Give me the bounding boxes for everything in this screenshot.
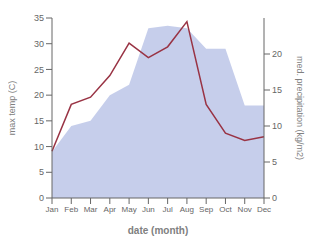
svg-text:May: May: [122, 205, 137, 214]
svg-text:Jul: Jul: [163, 205, 173, 214]
svg-text:max temp (C): max temp (C): [8, 81, 17, 136]
svg-text:15: 15: [34, 116, 44, 126]
svg-text:20: 20: [34, 90, 44, 100]
svg-text:Mar: Mar: [84, 205, 98, 214]
svg-text:15: 15: [272, 85, 282, 95]
svg-text:10: 10: [272, 121, 282, 131]
svg-text:Oct: Oct: [219, 205, 232, 214]
svg-text:30: 30: [34, 39, 44, 49]
svg-text:Jan: Jan: [46, 205, 59, 214]
svg-text:Apr: Apr: [104, 205, 117, 214]
svg-text:20: 20: [272, 49, 282, 59]
svg-text:5: 5: [272, 157, 277, 167]
svg-text:Sep: Sep: [199, 205, 214, 214]
svg-text:date (month): date (month): [128, 225, 189, 236]
svg-text:Feb: Feb: [64, 205, 78, 214]
svg-text:Aug: Aug: [180, 205, 194, 214]
svg-text:Dec: Dec: [257, 205, 271, 214]
svg-text:Nov: Nov: [238, 205, 252, 214]
svg-text:0: 0: [272, 193, 277, 203]
svg-text:med. precipitation (kg/m2): med. precipitation (kg/m2): [295, 56, 305, 160]
svg-text:0: 0: [39, 193, 44, 203]
svg-text:Jun: Jun: [142, 205, 155, 214]
svg-text:5: 5: [39, 167, 44, 177]
svg-text:25: 25: [34, 65, 44, 75]
svg-text:10: 10: [34, 142, 44, 152]
svg-text:35: 35: [34, 13, 44, 23]
